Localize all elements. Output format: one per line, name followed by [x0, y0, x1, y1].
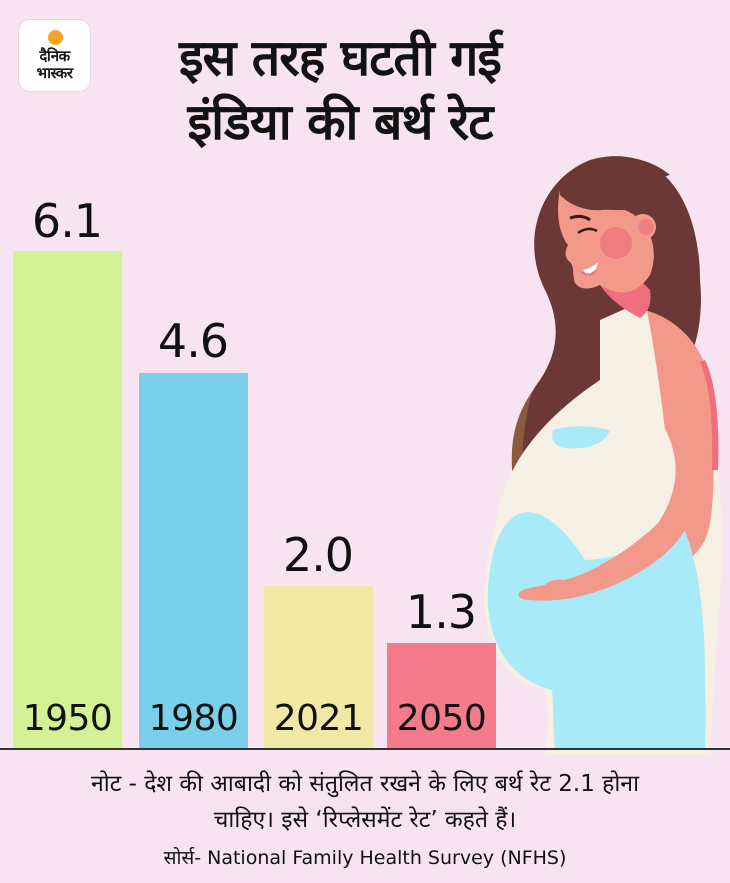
title-line2: इंडिया की बर्थ रेट: [187, 93, 494, 151]
logo-text-line2: भास्कर: [36, 64, 73, 82]
pregnant-woman-illustration-icon: [484, 156, 722, 755]
note-line2: चाहिए। इसे ‘रिप्लेसमेंट रेट’ कहते हैं।: [213, 807, 517, 833]
chart-title: इस तरह घटती गई इंडिया की बर्थ रेट: [120, 26, 560, 154]
value-label-2021: 2.0: [282, 528, 354, 582]
dainik-bhaskar-logo: दैनिक भास्कर: [18, 19, 91, 92]
bar-2021: 2021: [264, 586, 373, 749]
bar-1980: 1980: [139, 373, 248, 749]
year-label-1980: 1980: [148, 698, 239, 739]
title-line1: इस तरह घटती गई: [179, 29, 502, 87]
year-label-1950: 1950: [22, 698, 113, 739]
sun-icon: [48, 30, 63, 45]
value-label-2050: 1.3: [405, 585, 477, 639]
year-label-2021: 2021: [273, 698, 364, 739]
footnote: नोट - देश की आबादी को संतुलित रखने के लि…: [0, 766, 730, 838]
bar-2050: 2050: [387, 643, 496, 749]
year-label-2050: 2050: [396, 698, 487, 739]
bar-1950: 1950: [13, 251, 122, 749]
source-credit: सोर्स- National Family Health Survey (NF…: [163, 847, 567, 869]
note-line1: नोट - देश की आबादी को संतुलित रखने के लि…: [90, 771, 640, 797]
logo-text-line1: दैनिक: [39, 47, 70, 65]
value-label-1950: 6.1: [31, 194, 103, 248]
value-label-1980: 4.6: [157, 314, 229, 368]
chart-baseline: [0, 748, 730, 750]
